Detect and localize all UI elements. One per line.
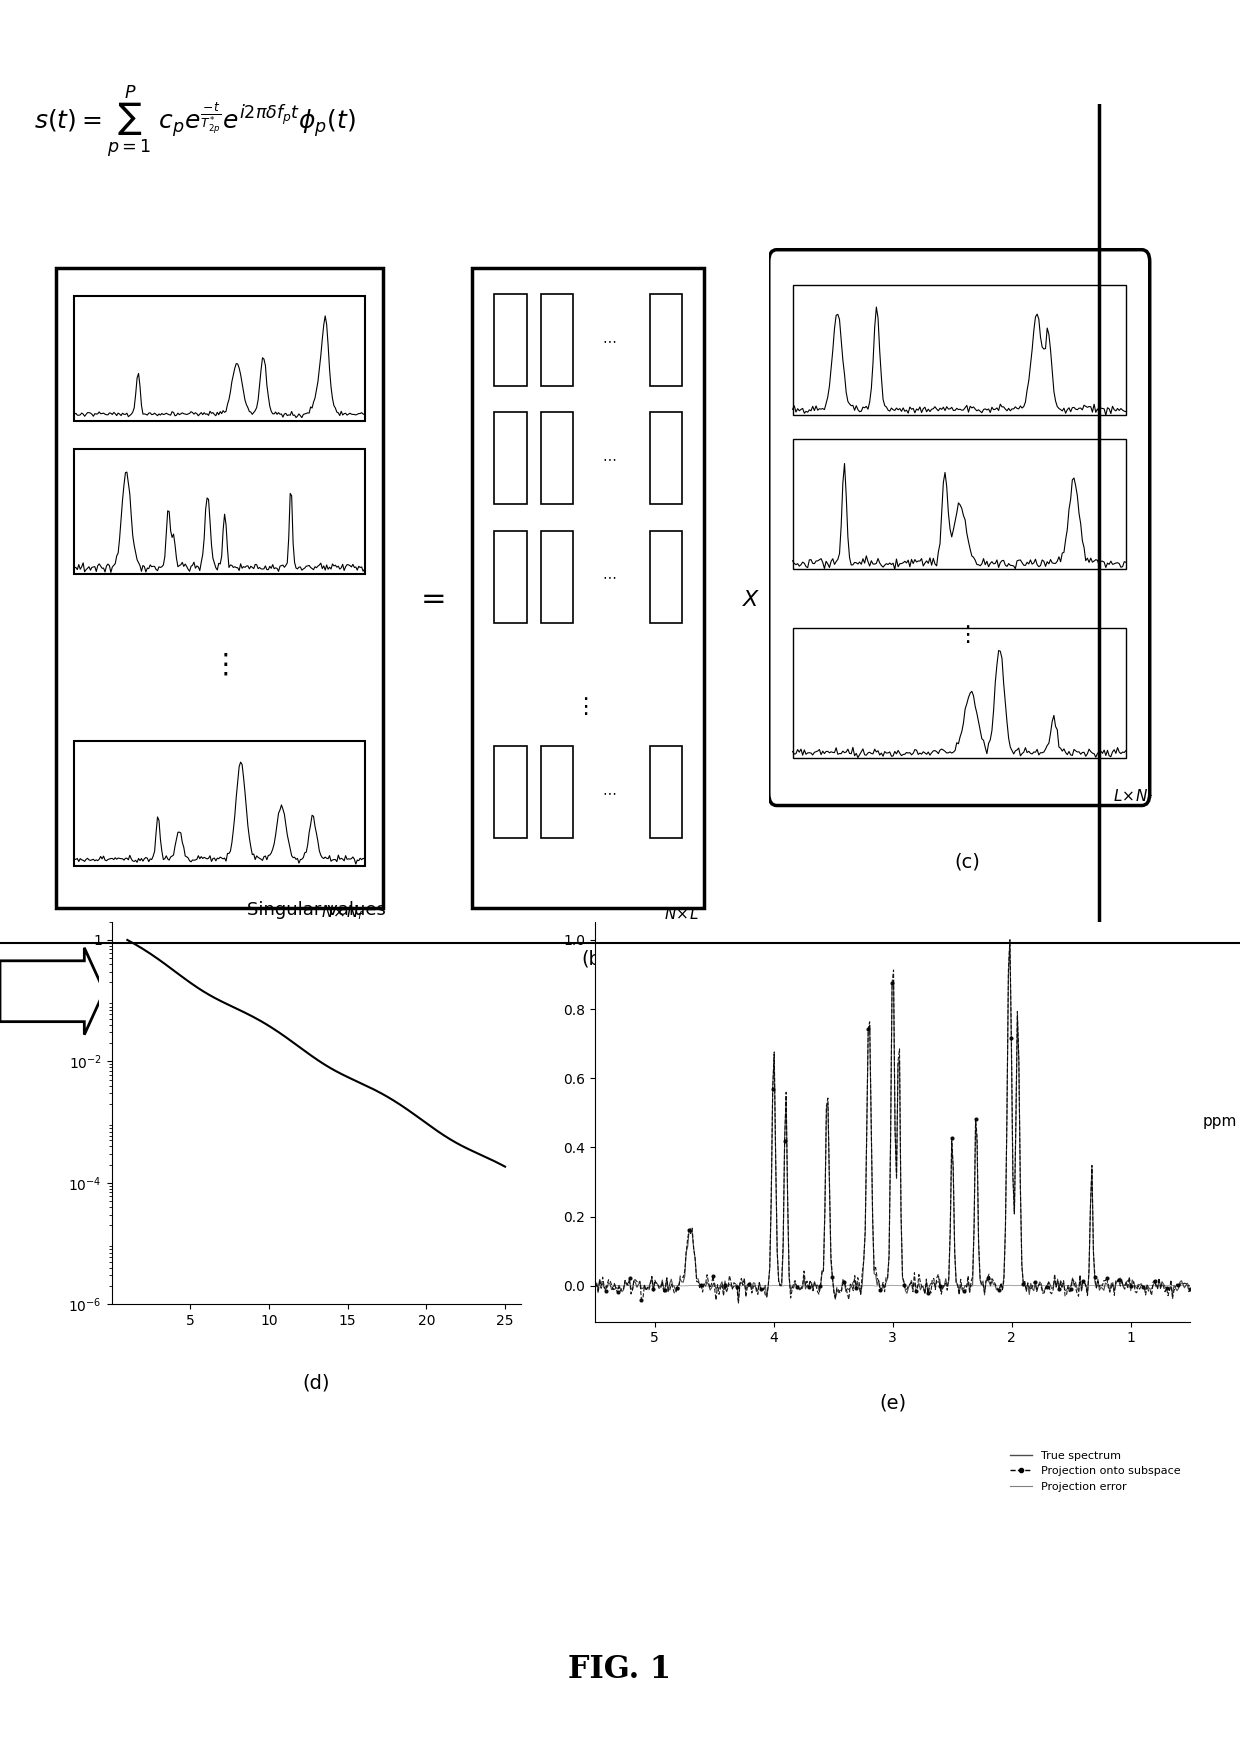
FancyBboxPatch shape (650, 746, 682, 838)
Text: $\cdots$: $\cdots$ (601, 570, 616, 584)
True spectrum (946, 1156, 961, 1177)
Text: $s(t)=\sum_{p=1}^{P}\ c_p e^{\frac{-t}{T_{2p}^{*}}} e^{i2\pi\delta f_p t}\phi_p(: $s(t)=\sum_{p=1}^{P}\ c_p e^{\frac{-t}{T… (35, 83, 356, 160)
FancyBboxPatch shape (495, 294, 527, 386)
Text: (d): (d) (303, 1374, 330, 1393)
True spectrum (1111, 1268, 1126, 1289)
FancyBboxPatch shape (792, 285, 1126, 416)
FancyBboxPatch shape (74, 296, 365, 421)
Text: $\vdots$: $\vdots$ (574, 696, 589, 716)
FancyBboxPatch shape (541, 746, 573, 838)
Projection onto subspace (1002, 929, 1017, 949)
FancyBboxPatch shape (650, 530, 682, 623)
Projection error (1111, 1275, 1126, 1296)
Projection onto subspace (946, 1158, 961, 1179)
True spectrum (751, 1273, 766, 1294)
FancyBboxPatch shape (495, 412, 527, 504)
Text: $N\!\times\!N_f$: $N\!\times\!N_f$ (321, 903, 365, 922)
Projection error (588, 1275, 603, 1296)
Projection onto subspace (987, 1273, 1002, 1294)
True spectrum (807, 1271, 822, 1292)
Projection onto subspace (1111, 1269, 1126, 1290)
Projection onto subspace (749, 1278, 764, 1299)
FancyBboxPatch shape (650, 294, 682, 386)
FancyBboxPatch shape (472, 268, 704, 908)
Projection error (748, 1275, 763, 1296)
Text: ppm: ppm (1203, 1115, 1236, 1129)
Title: Singular values: Singular values (247, 901, 386, 918)
FancyArrow shape (0, 948, 104, 1035)
Text: X: X (743, 590, 758, 610)
Projection error (750, 1275, 765, 1296)
FancyBboxPatch shape (495, 530, 527, 623)
Projection error (987, 1275, 1002, 1296)
Projection error (1183, 1275, 1198, 1296)
FancyBboxPatch shape (792, 628, 1126, 758)
Text: $\vdots$: $\vdots$ (211, 650, 228, 678)
FancyBboxPatch shape (541, 294, 573, 386)
FancyBboxPatch shape (541, 530, 573, 623)
Projection error (806, 1275, 821, 1296)
Text: $\cdots$: $\cdots$ (601, 786, 616, 800)
Line: True spectrum: True spectrum (595, 939, 1190, 1301)
Projection onto subspace (1183, 1278, 1198, 1299)
Text: (e): (e) (879, 1393, 906, 1412)
True spectrum (987, 1275, 1002, 1296)
FancyBboxPatch shape (74, 449, 365, 574)
Projection error (854, 1276, 869, 1297)
Text: FIG. 1: FIG. 1 (568, 1654, 672, 1685)
True spectrum (588, 1273, 603, 1294)
FancyBboxPatch shape (56, 268, 383, 908)
Text: $L\!\times\!N_f$: $L\!\times\!N_f$ (1114, 786, 1153, 805)
Text: (a): (a) (206, 949, 233, 969)
Projection error (946, 1275, 961, 1296)
Legend: True spectrum, Projection onto subspace, Projection error: True spectrum, Projection onto subspace,… (1006, 1447, 1185, 1496)
Projection onto subspace (730, 1294, 745, 1315)
True spectrum (749, 1282, 764, 1303)
Line: Projection onto subspace: Projection onto subspace (594, 939, 1192, 1304)
Text: $\cdots$: $\cdots$ (601, 452, 616, 466)
Text: $\vdots$: $\vdots$ (956, 623, 971, 645)
Text: $N\!\times\!L$: $N\!\times\!L$ (665, 906, 699, 922)
Projection error (1002, 1275, 1017, 1296)
FancyBboxPatch shape (769, 250, 1149, 805)
Projection onto subspace (588, 1278, 603, 1299)
FancyBboxPatch shape (650, 412, 682, 504)
FancyBboxPatch shape (792, 438, 1126, 569)
Text: (c): (c) (955, 852, 980, 871)
FancyBboxPatch shape (541, 412, 573, 504)
FancyBboxPatch shape (74, 741, 365, 866)
Text: (b): (b) (582, 949, 609, 969)
True spectrum (730, 1290, 745, 1311)
Projection onto subspace (807, 1273, 822, 1294)
Text: $\cdots$: $\cdots$ (601, 334, 616, 348)
FancyBboxPatch shape (495, 746, 527, 838)
Projection onto subspace (751, 1273, 766, 1294)
True spectrum (1183, 1275, 1198, 1296)
True spectrum (1002, 929, 1017, 949)
Text: =: = (422, 586, 446, 614)
